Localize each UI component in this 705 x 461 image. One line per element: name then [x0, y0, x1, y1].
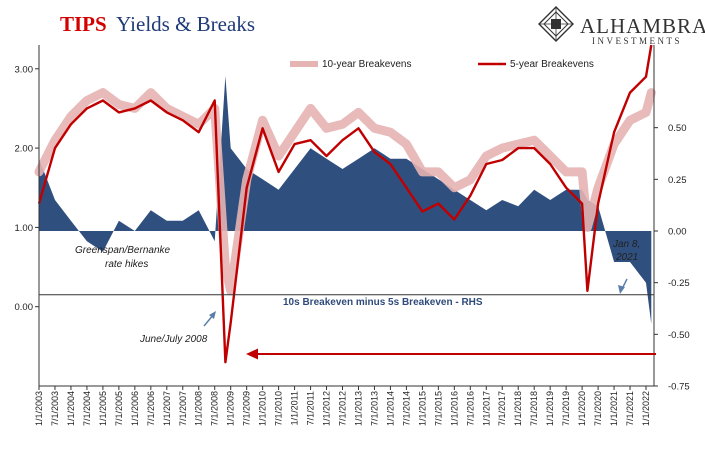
- plot-area: [34, 44, 656, 364]
- annotation-greenspan-line1: Greenspan/Bernanke: [75, 245, 171, 256]
- x-tick-label: 1/1/2006: [130, 391, 140, 426]
- chart-title: TIPS Yields & Breaks: [60, 12, 255, 36]
- x-tick-label: 7/1/2004: [82, 391, 92, 426]
- right-tick-label: -0.50: [668, 330, 690, 341]
- series-spread-area: [39, 76, 652, 324]
- x-tick-label: 1/1/2012: [322, 391, 332, 426]
- x-tick-label: 7/1/2012: [338, 391, 348, 426]
- annotation-june2008: June/July 2008: [139, 334, 208, 345]
- x-tick-label: 1/1/2018: [513, 391, 523, 426]
- legend-label-10yr: 10-year Breakevens: [322, 59, 412, 70]
- x-tick-label: 7/1/2020: [593, 391, 603, 426]
- x-tick-label: 1/1/2007: [162, 391, 172, 426]
- right-tick-label: -0.75: [668, 382, 690, 393]
- x-tick-label: 1/1/2017: [481, 391, 491, 426]
- x-tick-label: 7/1/2010: [274, 391, 284, 426]
- x-tick-label: 7/1/2008: [210, 391, 220, 426]
- x-tick-label: 1/1/2010: [258, 391, 268, 426]
- chart-title-part1: TIPS: [60, 12, 107, 36]
- x-tick-label: 7/1/2014: [401, 391, 411, 426]
- left-axis-ticks: 3.00 2.00 1.00 0.00: [15, 64, 39, 313]
- x-tick-label: 1/1/2005: [98, 391, 108, 426]
- x-tick-label: 1/1/2021: [609, 391, 619, 426]
- x-tick-label: 7/1/2019: [561, 391, 571, 426]
- x-tick-label: 7/1/2007: [178, 391, 188, 426]
- x-tick-label: 7/1/2021: [625, 391, 635, 426]
- june2008-arrowhead: [209, 311, 216, 319]
- x-tick-label: 7/1/2011: [306, 391, 316, 425]
- x-tick-label: 1/1/2020: [577, 391, 587, 426]
- logo: ALHAMBRA INVESTMENTS: [538, 6, 705, 46]
- x-tick-label: 1/1/2011: [290, 391, 300, 425]
- x-tick-label: 1/1/2022: [641, 391, 651, 426]
- x-tick-label: 1/1/2009: [226, 391, 236, 426]
- chart-title-part2: Yields & Breaks: [116, 12, 255, 36]
- x-tick-label: 7/1/2009: [242, 391, 252, 426]
- logo-name: ALHAMBRA: [580, 14, 705, 38]
- x-tick-label: 7/1/2015: [433, 391, 443, 426]
- legend: 10-year Breakevens 5-year Breakevens: [290, 59, 594, 70]
- x-tick-label: 1/1/2014: [385, 391, 395, 426]
- alhambra-logo-icon: [538, 6, 574, 42]
- x-tick-label: 7/1/2017: [497, 391, 507, 426]
- logo-subtitle: INVESTMENTS: [592, 36, 682, 46]
- series-10yr-breakevens: [34, 88, 656, 296]
- left-tick-label: 0.00: [15, 302, 34, 313]
- x-tick-label: 7/1/2016: [465, 391, 475, 426]
- x-tick-label: 7/1/2003: [50, 391, 60, 426]
- annotation-greenspan-line2: rate hikes: [105, 259, 148, 270]
- x-tick-label: 7/1/2005: [114, 391, 124, 426]
- x-tick-label: 1/1/2003: [34, 391, 44, 426]
- left-tick-label: 2.00: [15, 144, 34, 155]
- x-tick-label: 7/1/2013: [369, 391, 379, 426]
- x-tick-label: 7/1/2018: [529, 391, 539, 426]
- right-tick-label: 0.25: [668, 175, 687, 186]
- x-tick-label: 1/1/2008: [194, 391, 204, 426]
- x-tick-label: 1/1/2013: [353, 391, 363, 426]
- x-tick-label: 1/1/2004: [66, 391, 76, 426]
- annotation-jan2021-line1: Jan 8,: [612, 239, 640, 250]
- annotation-jan2021-line2: 2021: [615, 252, 638, 263]
- left-tick-label: 3.00: [15, 64, 34, 75]
- right-tick-label: 0.50: [668, 123, 687, 134]
- x-tick-label: 1/1/2019: [545, 391, 555, 426]
- series-5yr-breakevens: [37, 44, 653, 364]
- legend-label-5yr: 5-year Breakevens: [510, 59, 594, 70]
- x-tick-label: 7/1/2006: [146, 391, 156, 426]
- right-axis-ticks: 0.50 0.25 0.00 -0.25 -0.50 -0.75: [654, 123, 690, 393]
- jan2021-arrowhead: [618, 285, 625, 294]
- reference-arrowhead: [246, 348, 258, 360]
- x-tick-label: 1/1/2016: [449, 391, 459, 426]
- x-tick-label: 1/1/2015: [417, 391, 427, 426]
- x-axis-ticks: 1/1/2003 7/1/2003 1/1/2004 7/1/2004 1/1/2005…: [34, 386, 651, 426]
- right-tick-label: -0.25: [668, 278, 690, 289]
- right-tick-label: 0.00: [668, 227, 687, 238]
- left-tick-label: 1.00: [15, 223, 34, 234]
- rhs-series-label: 10s Breakeven minus 5s Breakeven - RHS: [283, 297, 483, 308]
